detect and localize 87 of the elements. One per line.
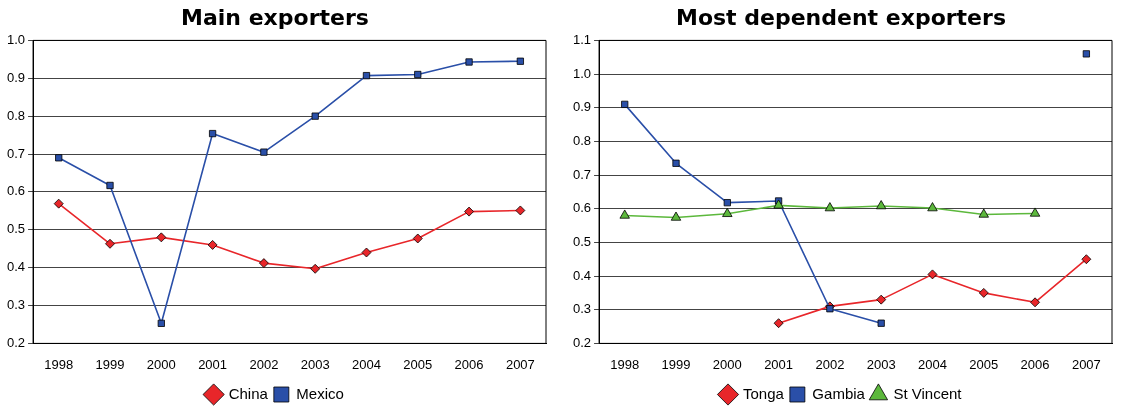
point [464,206,474,217]
point [207,240,218,250]
point [670,211,682,221]
x-tick-label: 2003 [866,356,896,372]
point [55,154,63,162]
point [773,199,784,209]
point [824,202,836,212]
point [310,263,321,274]
y-tick-label: 0.3 [572,301,592,317]
x-tick-label: 2004 [918,356,947,372]
x-tick-label: 2006 [454,356,484,372]
x-tick-label: 2005 [969,356,999,372]
y-tick-label: 0.5 [572,233,592,249]
y-tick-label: 1.1 [572,31,592,47]
point [516,57,524,65]
x-tick-label: 2006 [1020,356,1050,372]
legend-label: Mexico [296,384,344,402]
x-tick-label: 2007 [505,356,535,372]
x-tick-label: 1999 [661,356,691,372]
y-tick-label: 0.9 [6,69,26,85]
point [927,269,938,280]
y-tick-label: 0.2 [572,334,592,350]
point [260,148,268,156]
y-tick-label: 0.7 [6,145,26,161]
point [826,305,834,313]
y-tick-label: 0.4 [6,259,26,275]
y-tick-label: 0.4 [572,267,592,283]
point [53,198,64,209]
x-tick-label: 2002 [815,356,845,372]
chart-title: Main exporters [181,4,369,30]
y-tick-label: 0.8 [572,132,592,148]
y-tick-label: 0.6 [6,183,26,199]
legend-label: Tonga [743,384,785,402]
y-tick-label: 0.5 [6,221,26,237]
point [1082,50,1090,58]
point [258,258,269,269]
point [876,200,887,210]
point [361,247,372,258]
x-tick-label: 2003 [300,356,330,372]
x-tick-label: 1998 [44,356,74,372]
point [1029,207,1041,217]
y-tick-label: 0.6 [572,200,592,216]
point [209,129,217,138]
point [157,319,165,327]
point [156,232,167,243]
point [412,233,423,244]
x-tick-label: 1999 [95,356,125,372]
point [362,72,371,80]
x-tick-label: 2000 [146,356,176,372]
y-tick-label: 0.9 [572,99,592,115]
legend-label: St Vincent [893,384,963,402]
point [619,209,630,219]
point [672,159,680,167]
point [1030,297,1040,308]
point [515,205,526,216]
x-tick-label: 2001 [764,356,794,372]
x-tick-label: 2000 [712,356,742,372]
x-tick-label: 2007 [1071,356,1101,372]
x-tick-label: 1998 [610,356,640,372]
x-tick-label: 2001 [198,356,228,372]
legend-label: Gambia [812,384,866,402]
x-tick-label: 2002 [249,356,279,372]
point [978,288,989,298]
point [621,100,629,108]
point [723,199,731,207]
y-tick-label: 0.7 [572,166,592,182]
point [773,318,784,329]
point [465,58,473,66]
y-tick-label: 0.3 [6,297,26,313]
x-tick-label: 2005 [403,356,433,372]
chart-title: Most dependent exporters [676,4,1006,30]
y-tick-label: 0.2 [6,334,26,350]
point [876,294,887,305]
point [978,208,989,218]
point [877,319,885,327]
point [106,181,114,190]
y-tick-label: 1.0 [572,65,592,81]
x-tick-label: 2004 [352,356,381,372]
point [1081,254,1092,265]
point [311,112,319,120]
legend-label: China [228,384,269,402]
point [105,238,115,249]
point [927,202,938,212]
y-tick-label: 1.0 [6,31,26,47]
point [414,70,422,79]
point [722,207,733,217]
y-tick-label: 0.8 [6,107,26,123]
